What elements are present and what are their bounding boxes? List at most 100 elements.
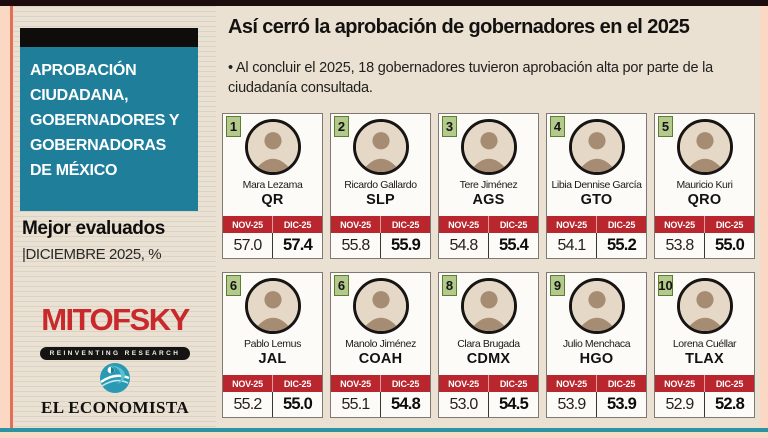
nov-column-header: NOV-25 — [232, 219, 263, 230]
governor-name: Clara Brugada — [457, 338, 520, 350]
month-header-row: NOV-25 DIC-25 — [547, 216, 646, 233]
person-silhouette-icon — [247, 281, 298, 331]
governor-name: Pablo Lemus — [244, 338, 301, 350]
dic-column-header: DIC-25 — [488, 375, 538, 392]
person-silhouette-icon — [571, 281, 622, 331]
rank-badge: 8 — [442, 275, 457, 296]
el-economista-wordmark: EL ECONOMISTA — [41, 398, 189, 417]
month-header-row: NOV-25 DIC-25 — [331, 375, 430, 392]
governor-photo — [568, 278, 625, 334]
nov-column-header: NOV-25 — [556, 378, 587, 389]
nov-approval-value: 55.1 — [341, 395, 371, 413]
dic-approval-value: 52.8 — [704, 392, 754, 417]
rank-badge: 1 — [226, 116, 241, 137]
person-silhouette-icon — [679, 281, 730, 331]
period-label: |DICIEMBRE 2025, % — [22, 246, 162, 263]
nov-approval-value: 53.0 — [449, 395, 479, 413]
state-abbreviation: GTO — [580, 192, 613, 208]
governor-card: 5 Mauricio Kuri QRO NOV-25 DIC-25 53.8 5… — [654, 113, 755, 259]
rank-badge: 3 — [442, 116, 457, 137]
nov-approval-value: 53.9 — [557, 395, 587, 413]
sidebar-top-black-bar — [20, 28, 198, 47]
summary-bullet: • Al concluir el 2025, 18 gobernadores t… — [228, 60, 714, 97]
dic-approval-value: 54.5 — [488, 392, 538, 417]
rank-badge: 6 — [226, 275, 241, 296]
state-abbreviation: TLAX — [685, 351, 724, 367]
state-abbreviation: QRO — [687, 192, 722, 208]
nov-approval-value: 57.0 — [233, 236, 263, 254]
dic-approval-value: 57.4 — [272, 233, 322, 258]
el-economista-logo-icon — [14, 362, 216, 399]
dic-approval-value: 54.8 — [380, 392, 430, 417]
rank-badge: 4 — [550, 116, 565, 137]
top-frame-bar — [0, 0, 768, 6]
rank-badge: 6 — [334, 275, 349, 296]
governor-photo — [352, 119, 409, 175]
governor-photo — [568, 119, 625, 175]
governor-card: 6 Manolo Jiménez COAH NOV-25 DIC-25 55.1… — [330, 272, 431, 418]
nov-column-header: NOV-25 — [340, 378, 371, 389]
governor-card: 3 Tere Jiménez AGS NOV-25 DIC-25 54.8 55… — [438, 113, 539, 259]
month-header-row: NOV-25 DIC-25 — [655, 216, 754, 233]
month-header-row: NOV-25 DIC-25 — [439, 375, 538, 392]
governor-card: 10 Lorena Cuéllar TLAX NOV-25 DIC-25 52.… — [654, 272, 755, 418]
nov-column-header: NOV-25 — [448, 378, 479, 389]
sidebar-title: APROBACIÓN CIUDADANA, GOBERNADORES Y GOB… — [30, 62, 180, 179]
dic-column-header: DIC-25 — [596, 216, 646, 233]
dic-column-header: DIC-25 — [380, 375, 430, 392]
governor-card: 1 Mara Lezama QR NOV-25 DIC-25 57.0 57.4 — [222, 113, 323, 259]
state-abbreviation: QR — [261, 192, 284, 208]
approval-values-row: 52.9 52.8 — [655, 392, 754, 417]
governor-name: Ricardo Gallardo — [344, 179, 417, 191]
nov-approval-value: 54.1 — [557, 236, 587, 254]
dic-approval-value: 53.9 — [596, 392, 646, 417]
dic-column-header: DIC-25 — [272, 216, 322, 233]
governor-photo — [460, 119, 517, 175]
dic-approval-value: 55.2 — [596, 233, 646, 258]
month-header-row: NOV-25 DIC-25 — [331, 216, 430, 233]
nov-column-header: NOV-25 — [664, 378, 695, 389]
nov-column-header: NOV-25 — [448, 219, 479, 230]
governor-photo — [244, 278, 301, 334]
person-silhouette-icon — [463, 122, 514, 172]
dic-column-header: DIC-25 — [272, 375, 322, 392]
month-header-row: NOV-25 DIC-25 — [223, 375, 322, 392]
person-silhouette-icon — [355, 281, 406, 331]
governor-photo — [244, 119, 301, 175]
dic-approval-value: 55.9 — [380, 233, 430, 258]
approval-values-row: 54.1 55.2 — [547, 233, 646, 258]
governor-photo — [676, 278, 733, 334]
nov-approval-value: 52.9 — [665, 395, 695, 413]
sidebar: APROBACIÓN CIUDADANA, GOBERNADORES Y GOB… — [14, 6, 216, 428]
nov-column-header: NOV-25 — [340, 219, 371, 230]
rank-badge: 10 — [658, 275, 673, 296]
state-abbreviation: CDMX — [466, 351, 511, 367]
mitofsky-tagline: REINVENTING RESEARCH — [39, 347, 191, 360]
governor-name: Lorena Cuéllar — [672, 338, 737, 350]
nov-approval-value: 53.8 — [665, 236, 695, 254]
dic-column-header: DIC-25 — [596, 375, 646, 392]
governor-name: Libia Dennise García — [551, 179, 642, 191]
governor-name: Mara Lezama — [242, 179, 303, 191]
state-abbreviation: HGO — [579, 351, 614, 367]
governor-name: Mauricio Kuri — [676, 179, 733, 191]
month-header-row: NOV-25 DIC-25 — [223, 216, 322, 233]
approval-values-row: 53.9 53.9 — [547, 392, 646, 417]
governor-name: Tere Jiménez — [459, 179, 518, 191]
month-header-row: NOV-25 DIC-25 — [439, 216, 538, 233]
nov-column-header: NOV-25 — [664, 219, 695, 230]
mitofsky-logo: MITOFSKY — [41, 302, 190, 337]
dic-column-header: DIC-25 — [704, 375, 754, 392]
dic-column-header: DIC-25 — [704, 216, 754, 233]
governor-photo — [352, 278, 409, 334]
page-title: Así cerró la aprobación de gobernadores … — [228, 16, 690, 38]
governor-card: 4 Libia Dennise García GTO NOV-25 DIC-25… — [546, 113, 647, 259]
dic-column-header: DIC-25 — [488, 216, 538, 233]
governor-name: Manolo Jiménez — [345, 338, 416, 350]
rank-badge: 2 — [334, 116, 349, 137]
rank-badge: 5 — [658, 116, 673, 137]
left-frame-line — [10, 6, 13, 428]
nov-approval-value: 55.2 — [233, 395, 263, 413]
approval-values-row: 53.8 55.0 — [655, 233, 754, 258]
approval-values-row: 54.8 55.4 — [439, 233, 538, 258]
